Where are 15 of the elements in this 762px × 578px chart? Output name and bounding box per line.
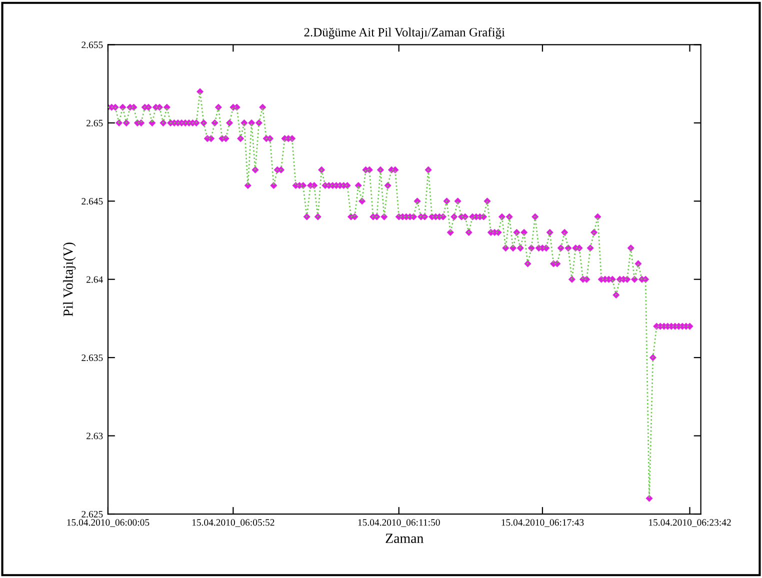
y-tick-label: 2.645 [82, 198, 103, 205]
y-tick-label: 2.625 [82, 510, 103, 518]
chart-title: 2.Düğüme Ait Pil Voltajı/Zaman Grafiği [304, 28, 505, 40]
y-tick-label: 2.63 [86, 432, 103, 440]
x-tick-label: 15.04.2010_06:00:05 [67, 519, 150, 527]
y-tick-label: 2.655 [82, 42, 103, 48]
x-tick-label: 15.04.2010_06:23:42 [649, 519, 731, 527]
x-tick-label: 15.04.2010_06:05:52 [192, 519, 274, 527]
y-tick-label: 2.65 [86, 120, 103, 126]
x-tick-label: 15.04.2010_06:17:43 [502, 519, 584, 527]
x-axis-title: Zaman [386, 534, 424, 544]
y-tick-label: 2.64 [86, 276, 103, 283]
y-tick-label: 2.635 [82, 354, 103, 362]
x-tick-label: 15.04.2010_06:11:50 [358, 519, 440, 527]
y-axis-title: Pil Voltajı(V) [63, 242, 76, 316]
